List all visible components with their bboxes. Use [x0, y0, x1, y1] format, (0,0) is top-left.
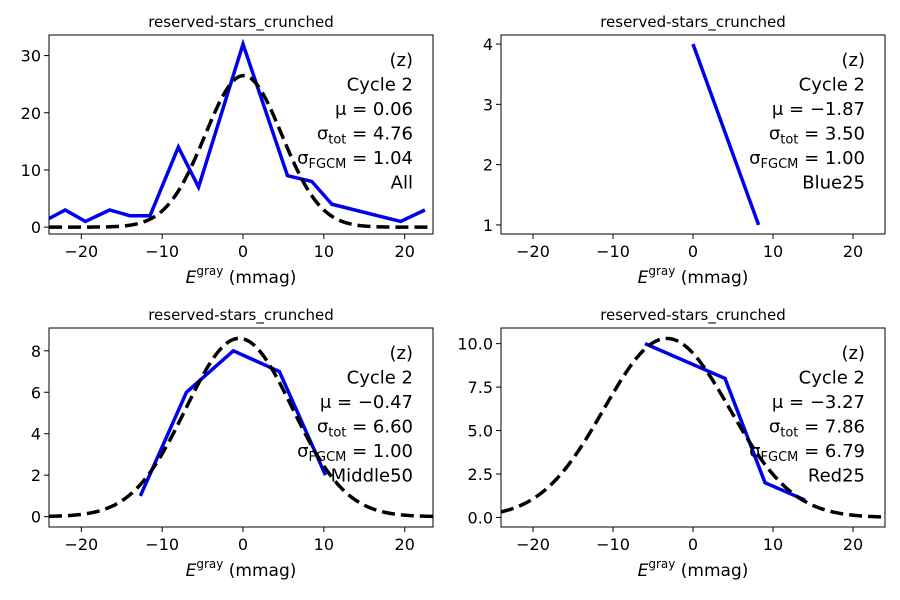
y-tick-label: 0.0 [468, 508, 493, 527]
y-tick-label: 2 [483, 156, 493, 175]
annotation-line: μ = 0.06 [335, 99, 413, 120]
annotation-line: σFGCM = 1.04 [297, 148, 413, 172]
annotation-line: (z) [842, 343, 866, 364]
y-tick-label: 4 [31, 425, 41, 444]
y-tick-label: 10.0 [457, 335, 493, 354]
x-axis-label: Egray (mmag) [186, 264, 297, 288]
x-tick-label: 0 [688, 242, 698, 261]
histogram-line [138, 348, 328, 497]
y-tick-label: 6 [31, 383, 41, 402]
gaussian-fit-line [49, 73, 433, 229]
y-tick-label: 8 [31, 342, 41, 361]
chart-title: reserved-stars_crunched [600, 13, 786, 32]
annotation-line: (z) [390, 50, 414, 71]
annotation-line: Cycle 2 [347, 75, 413, 96]
x-tick-label: 0 [688, 535, 698, 554]
annotation-line: Cycle 2 [799, 368, 865, 389]
y-tick-label: 2 [31, 466, 41, 485]
annotation-line: σtot = 3.50 [769, 124, 865, 148]
chart-panel-4: reserved-stars_crunched −20 −10 0 10 20 0.0 2.5… [457, 306, 886, 581]
y-tick-label: 4 [483, 35, 493, 54]
chart-panel-1: reserved-stars_crunched −20 −10 0 10 20 0 10 20 3… [21, 13, 434, 288]
x-tick-label: −20 [64, 535, 98, 554]
histogram-line [644, 342, 806, 502]
x-tick-label: 10 [763, 535, 783, 554]
chart-title: reserved-stars_crunched [148, 306, 334, 325]
annotation-line: σFGCM = 6.79 [749, 441, 865, 465]
annotation-line: Middle50 [331, 466, 413, 487]
y-tick-label: 0 [31, 508, 41, 527]
x-tick-label: −20 [516, 242, 550, 261]
x-axis-label: Egray (mmag) [638, 264, 749, 288]
y-tick-label: 7.5 [468, 378, 493, 397]
x-axis-label: Egray (mmag) [638, 557, 749, 581]
y-tick-label: 30 [21, 47, 41, 66]
y-tick-label: 10 [21, 161, 41, 180]
chart-panel-3: reserved-stars_crunched −20 −10 0 10 20 0 2 4 6 8 E… [31, 306, 434, 581]
annotation-line: σtot = 7.86 [769, 417, 865, 441]
gaussian-fit-line [501, 336, 885, 519]
axes-frame [48, 327, 434, 528]
x-tick-label: −10 [596, 535, 630, 554]
annotation-line: Cycle 2 [799, 75, 865, 96]
annotation-line: σFGCM = 1.00 [297, 441, 413, 465]
x-tick-label: 0 [238, 535, 248, 554]
y-tick-label: 2.5 [468, 465, 493, 484]
annotation-line: σtot = 6.60 [317, 417, 413, 441]
axes-frame [48, 34, 434, 235]
annotation-line: μ = −0.47 [320, 392, 413, 413]
annotation-line: Cycle 2 [347, 368, 413, 389]
chart-panel-2: reserved-stars_crunched −20 −10 0 10 20 1 2 3 4 Eg… [483, 13, 886, 288]
annotation-line: All [391, 173, 413, 194]
chart-title: reserved-stars_crunched [600, 306, 786, 325]
annotation-line: Blue25 [802, 173, 865, 194]
gaussian-fit-line [49, 336, 433, 519]
annotation-line: σtot = 4.76 [317, 124, 413, 148]
x-tick-label: 20 [395, 242, 415, 261]
x-tick-label: 10 [763, 242, 783, 261]
y-tick-label: 5.0 [468, 422, 493, 441]
x-tick-label: −20 [516, 535, 550, 554]
x-tick-label: −10 [145, 242, 179, 261]
x-tick-label: 0 [238, 242, 248, 261]
annotation-line: μ = −3.27 [772, 392, 865, 413]
y-tick-label: 3 [483, 95, 493, 114]
x-tick-label: 10 [314, 535, 334, 554]
annotation-line: σFGCM = 1.00 [749, 148, 865, 172]
x-tick-label: −20 [64, 242, 98, 261]
y-tick-label: 0 [31, 218, 41, 237]
annotation-line: (z) [390, 343, 414, 364]
y-tick-label: 20 [21, 104, 41, 123]
x-axis-label: Egray (mmag) [186, 557, 297, 581]
chart-title: reserved-stars_crunched [148, 13, 334, 32]
histogram-line [49, 38, 426, 224]
y-tick-label: 1 [483, 216, 493, 235]
x-tick-label: 10 [314, 242, 334, 261]
histogram-line [691, 43, 761, 226]
x-tick-label: 20 [395, 535, 415, 554]
x-tick-label: −10 [145, 535, 179, 554]
x-tick-label: 20 [843, 242, 863, 261]
annotation-line: (z) [842, 50, 866, 71]
annotation-line: Red25 [808, 466, 865, 487]
annotation-line: μ = −1.87 [772, 99, 865, 120]
x-tick-label: −10 [596, 242, 630, 261]
x-tick-label: 20 [843, 535, 863, 554]
